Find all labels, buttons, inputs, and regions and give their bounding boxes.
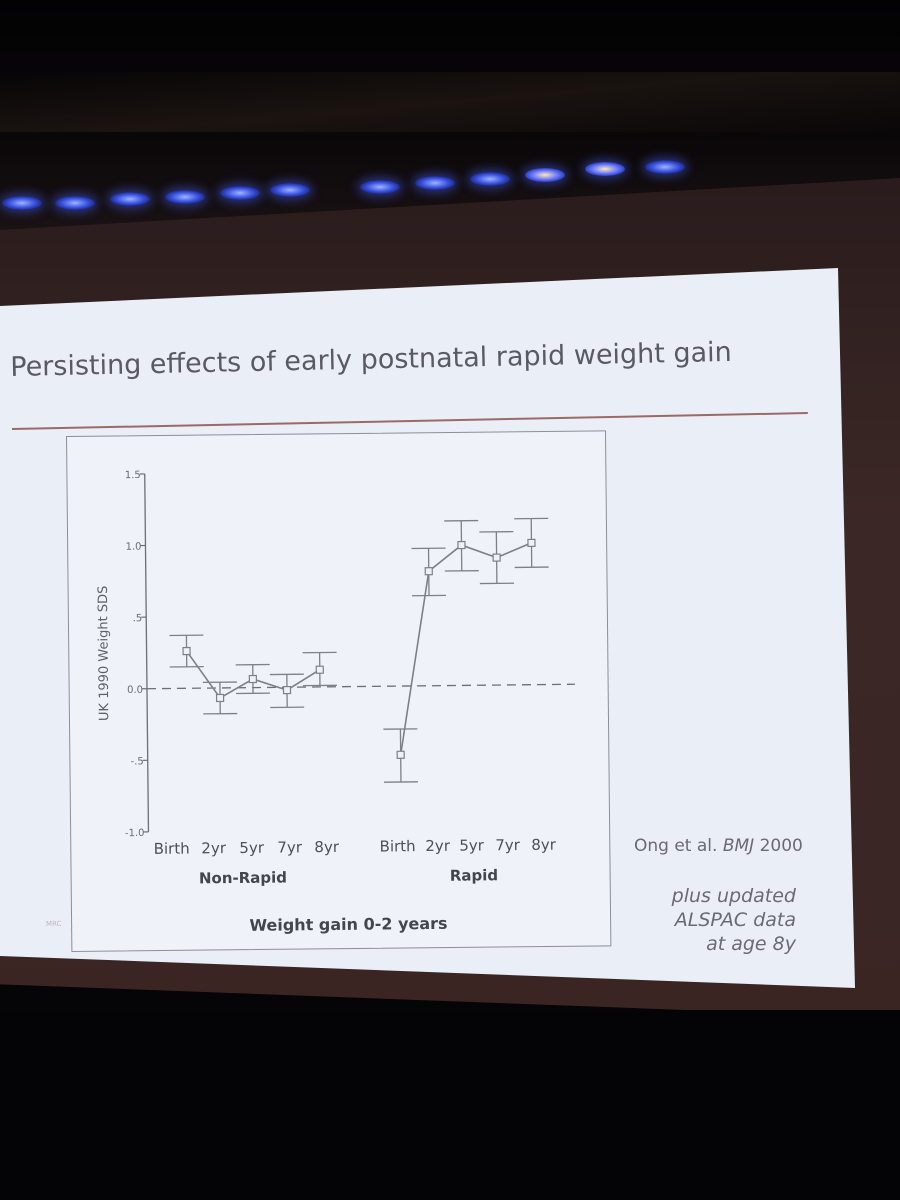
data-point [424,567,433,576]
data-point [527,538,536,548]
note-line: plus updated [671,885,796,907]
mrc-logo: MRC [45,919,62,929]
data-point [182,646,191,656]
y-tick-label: 1.5 [125,470,141,481]
x-tick-label: Birth [380,837,416,855]
citation-journal: BMJ [722,836,755,856]
note-line: at age 8y [706,933,796,955]
x-tick-label: Birth [154,839,190,857]
data-point [492,553,501,562]
x-tick-label: 5yr [459,836,485,854]
x-tick-label: 5yr [239,839,265,857]
stage-light [220,186,260,200]
stage-light [360,180,400,194]
y-tick-label: -.5 [131,756,144,767]
data-point [315,665,324,674]
data-point [457,540,466,550]
x-tick-label: 7yr [495,836,521,854]
citation-year: 2000 [759,836,803,856]
x-tick-label: 7yr [277,838,303,856]
y-tick-label: -1.0 [125,828,145,839]
data-point [396,750,405,759]
stage-light [415,176,455,190]
zero-reference-line [146,683,575,690]
stage-light [525,168,565,182]
group-label: Rapid [450,866,498,885]
x-tick-label: 8yr [531,836,557,854]
y-tick-label: 0.0 [127,685,143,696]
auditorium-floor [0,1010,900,1200]
stage-light [585,162,625,176]
stage-light [470,172,510,186]
x-tick-label: 2yr [425,837,451,855]
citation: Ong et al. BMJ 2000 [634,836,803,856]
lighting-truss [0,72,900,132]
y-axis-label: UK 1990 Weight SDS [96,586,112,721]
note-line: ALSPAC data [674,909,796,931]
x-tick-label: 8yr [314,838,340,856]
stage-light [55,196,95,210]
y-tick-label: 1.0 [126,542,142,553]
data-point [282,685,292,695]
stage-light [645,160,685,174]
x-tick-label: 2yr [201,839,227,857]
citation-authors: Ong et al. [634,836,718,856]
x-axis-label: Weight gain 0-2 years [249,914,447,935]
stage-light [270,183,310,197]
data-point [248,674,258,684]
stage-light [165,190,205,204]
y-axis-line [144,473,150,832]
stage-light [110,192,150,206]
data-update-note: plus updated ALSPAC data at age 8y [620,884,796,956]
group-label: Non-Rapid [199,868,287,887]
stage-light [2,196,42,210]
y-tick-label: .5 [133,613,143,624]
data-point [215,693,225,703]
series-line [399,542,532,755]
